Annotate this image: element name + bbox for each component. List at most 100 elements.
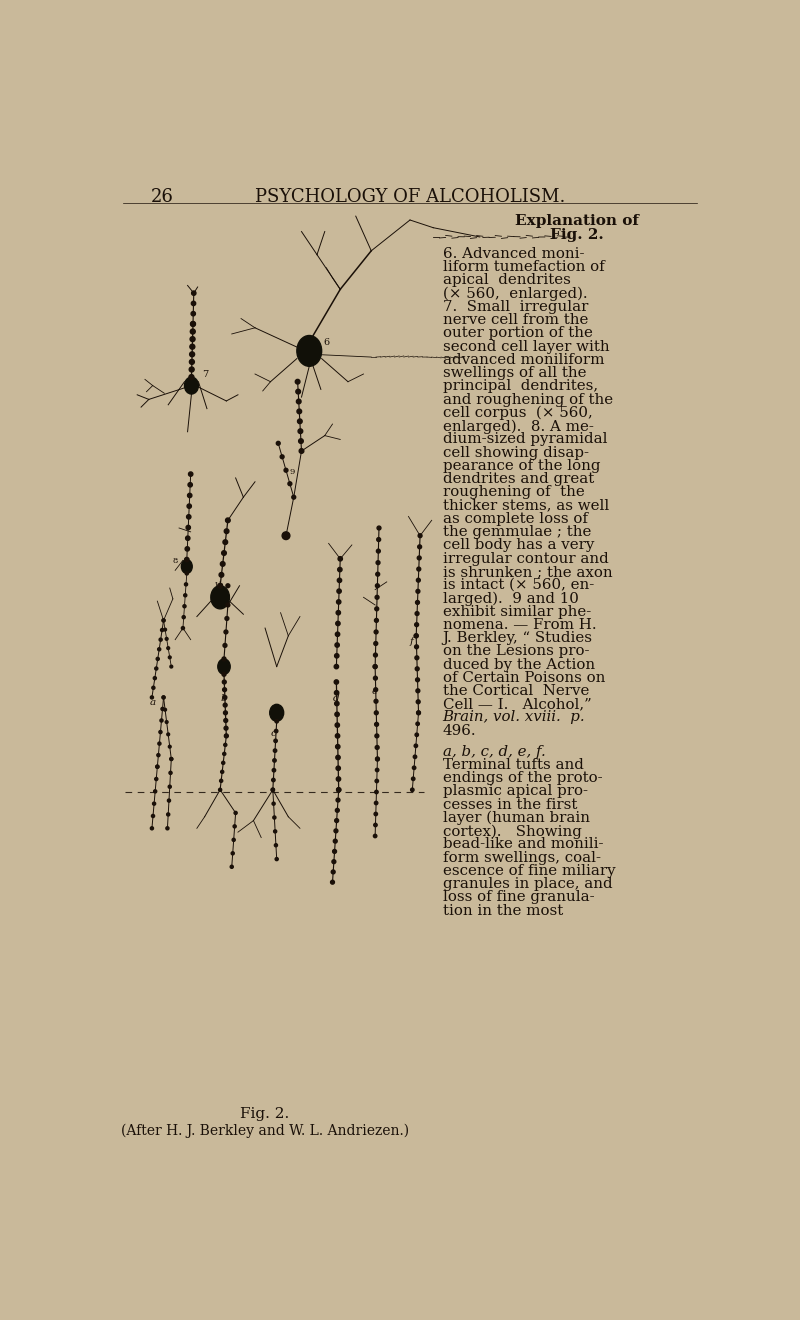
Circle shape [222, 688, 226, 692]
Circle shape [275, 858, 278, 861]
Circle shape [282, 532, 290, 540]
Text: is shrunken ; the axon: is shrunken ; the axon [442, 565, 612, 578]
Text: outer portion of the: outer portion of the [442, 326, 593, 341]
Text: granules in place, and: granules in place, and [442, 876, 612, 891]
Text: nomena. — From H.: nomena. — From H. [442, 618, 596, 632]
Circle shape [154, 667, 158, 671]
Circle shape [374, 722, 378, 726]
Circle shape [374, 812, 378, 816]
Circle shape [232, 838, 235, 841]
Circle shape [334, 818, 338, 822]
Circle shape [162, 619, 165, 622]
Circle shape [274, 830, 277, 833]
Circle shape [298, 429, 302, 433]
Text: exhibit similar phe-: exhibit similar phe- [442, 605, 590, 619]
Circle shape [335, 643, 339, 647]
Circle shape [414, 755, 417, 759]
Circle shape [334, 680, 338, 684]
Text: PSYCHOLOGY OF ALCOHOLISM.: PSYCHOLOGY OF ALCOHOLISM. [255, 187, 565, 206]
Text: a, b, c, d, e, f.: a, b, c, d, e, f. [442, 744, 546, 759]
Text: (After H. J. Berkley and W. L. Andriezen.): (After H. J. Berkley and W. L. Andriezen… [121, 1123, 409, 1138]
Circle shape [154, 677, 156, 680]
Circle shape [156, 657, 159, 660]
Circle shape [375, 746, 379, 750]
Circle shape [274, 843, 278, 847]
Text: cell showing disap-: cell showing disap- [442, 446, 589, 459]
Circle shape [220, 779, 222, 783]
Circle shape [272, 768, 276, 772]
Circle shape [414, 623, 418, 627]
Text: J. Berkley, “ Studies: J. Berkley, “ Studies [442, 631, 593, 645]
Circle shape [334, 840, 337, 843]
Circle shape [224, 734, 228, 738]
Circle shape [415, 656, 419, 660]
Circle shape [377, 549, 380, 553]
Circle shape [154, 777, 158, 780]
Circle shape [166, 721, 168, 723]
Circle shape [416, 689, 420, 693]
Text: escence of fine miliary: escence of fine miliary [442, 863, 615, 878]
Text: the gemmulae ; the: the gemmulae ; the [442, 525, 591, 539]
Circle shape [191, 312, 195, 315]
Circle shape [157, 754, 160, 756]
Circle shape [276, 441, 280, 445]
Text: apical  dendrites: apical dendrites [442, 273, 570, 288]
Circle shape [156, 766, 159, 768]
Ellipse shape [297, 335, 322, 367]
Circle shape [190, 337, 195, 342]
Circle shape [274, 739, 278, 743]
Circle shape [161, 628, 164, 631]
Circle shape [187, 504, 191, 508]
Circle shape [150, 696, 154, 700]
Circle shape [295, 379, 300, 384]
Circle shape [223, 644, 227, 647]
Circle shape [185, 546, 190, 550]
Circle shape [410, 788, 414, 792]
Circle shape [376, 758, 379, 760]
Text: second cell layer with: second cell layer with [442, 339, 609, 354]
Circle shape [164, 709, 166, 711]
Circle shape [411, 777, 415, 780]
Circle shape [416, 590, 420, 593]
Circle shape [418, 545, 422, 549]
Circle shape [166, 813, 170, 816]
Circle shape [185, 583, 187, 586]
Circle shape [336, 755, 340, 759]
Text: 7: 7 [202, 370, 209, 379]
Text: form swellings, coal-: form swellings, coal- [442, 850, 601, 865]
Circle shape [374, 834, 377, 838]
Text: duced by the Action: duced by the Action [442, 657, 594, 672]
Circle shape [186, 572, 188, 576]
Circle shape [374, 653, 378, 657]
Text: cell corpus  (× 560,: cell corpus (× 560, [442, 405, 592, 420]
Circle shape [376, 573, 380, 576]
Text: f: f [410, 636, 414, 645]
Text: endings of the proto-: endings of the proto- [442, 771, 602, 785]
Circle shape [164, 628, 166, 631]
Text: 9: 9 [290, 469, 295, 477]
Text: roughening of  the: roughening of the [442, 486, 584, 499]
Circle shape [288, 482, 292, 486]
Circle shape [182, 615, 186, 619]
Text: advanced moniliform: advanced moniliform [442, 352, 604, 367]
Text: 26: 26 [150, 187, 174, 206]
Text: irregular contour and: irregular contour and [442, 552, 608, 565]
Text: 496.: 496. [442, 723, 476, 738]
Text: the Cortical  Nerve: the Cortical Nerve [442, 684, 589, 698]
Circle shape [190, 359, 194, 364]
Text: loss of fine granula-: loss of fine granula- [442, 891, 594, 904]
Circle shape [186, 536, 190, 540]
Circle shape [160, 719, 163, 722]
Circle shape [335, 632, 340, 636]
Text: Explanation of: Explanation of [514, 214, 638, 228]
Circle shape [189, 375, 194, 380]
Circle shape [186, 515, 191, 519]
Text: dendrites and great: dendrites and great [442, 473, 594, 486]
Text: on the Lesions pro-: on the Lesions pro- [442, 644, 589, 659]
Circle shape [224, 529, 229, 533]
Circle shape [224, 743, 227, 746]
Circle shape [162, 696, 165, 698]
Circle shape [162, 696, 165, 700]
Circle shape [186, 525, 190, 529]
Ellipse shape [185, 378, 198, 395]
